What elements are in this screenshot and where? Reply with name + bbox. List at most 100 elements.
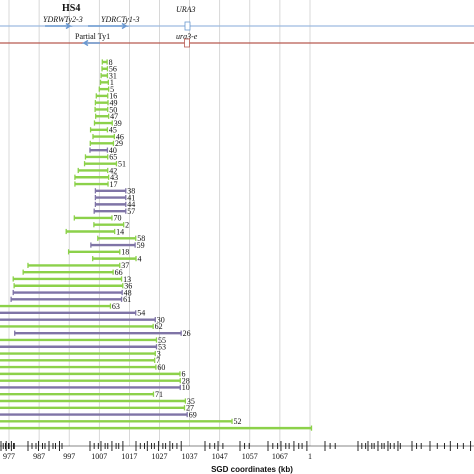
- bar-row: 39: [93, 119, 122, 128]
- bar-id-label: 4: [138, 254, 142, 263]
- bar-id-label: 52: [234, 417, 242, 426]
- bar-row: 27: [0, 404, 194, 413]
- header-tracks: HS4 URA3 YDRWTy2-3 YDRCTy1-3 Partial Ty1…: [0, 3, 474, 48]
- bar-row: 16: [95, 92, 117, 101]
- bar-id-label: 71: [155, 390, 163, 399]
- vertical-grid: [8, 0, 311, 446]
- bar-id-label: 50: [109, 105, 117, 114]
- bar-row: 51: [83, 160, 126, 169]
- ura3e-label: ura3-e: [176, 32, 198, 41]
- bar-id-label: 14: [116, 227, 124, 236]
- bar-row: [0, 425, 313, 431]
- bar-id-label: 10: [182, 383, 190, 392]
- bar-row: 28: [0, 376, 190, 385]
- bar-id-label: 35: [187, 397, 195, 406]
- x-tick-label: 1037: [182, 452, 198, 461]
- bar-id-label: 58: [137, 234, 145, 243]
- bar-id-label: 17: [110, 180, 118, 189]
- x-tick-label: 987: [33, 452, 45, 461]
- partial-ty1-label: Partial Ty1: [75, 32, 110, 41]
- bar-id-label: 38: [127, 187, 135, 196]
- bar-id-label: 66: [115, 268, 123, 277]
- bar-row: 7: [0, 356, 160, 365]
- bar-row: 54: [0, 309, 145, 318]
- x-tick-label: 997: [63, 452, 75, 461]
- bar-row: 10: [0, 383, 190, 392]
- bar-row: 2: [93, 221, 129, 230]
- bar-id-label: 61: [123, 295, 131, 304]
- ura3-box-icon: [184, 21, 191, 31]
- axis-tick-labels: 977 987 997 1007 1017 1027 1037 1047 1057 1067 1: [3, 452, 312, 461]
- bar-id-label: 3: [157, 349, 161, 358]
- bar-id-label: 8: [109, 58, 113, 67]
- bar-row: 44: [94, 200, 135, 209]
- x-tick-label: 1027: [152, 452, 168, 461]
- bar-id-label: 57: [127, 207, 135, 216]
- x-tick-label: 1067: [272, 452, 288, 461]
- ydrwty-arrow-icon: [45, 22, 73, 30]
- bar-id-label: 48: [124, 288, 132, 297]
- bar-row: 47: [95, 112, 118, 121]
- bar-row: 58: [97, 234, 145, 243]
- x-axis: 977 987 997 1007 1017 1027 1037 1047 1057 1067 1 S…: [0, 441, 474, 474]
- bar-id-label: 60: [157, 363, 165, 372]
- bar-row: 14: [65, 227, 124, 236]
- bar-row: 53: [0, 343, 166, 352]
- bar-id-label: 26: [183, 329, 191, 338]
- bar-id-label: 5: [110, 85, 114, 94]
- bar-row: 50: [94, 105, 117, 114]
- bar-id-label: 42: [109, 166, 117, 175]
- bar-row: 36: [13, 282, 132, 291]
- ydrwty-label: YDRWTy2-3: [43, 15, 83, 24]
- bar-id-label: 63: [112, 302, 120, 311]
- bar-id-label: 51: [118, 160, 126, 169]
- bar-row: 1: [99, 78, 114, 87]
- hs4-title: HS4: [62, 3, 80, 14]
- bar-id-label: 43: [110, 173, 118, 182]
- bar-row: 42: [77, 166, 117, 175]
- bar-row: 60: [0, 363, 165, 372]
- bar-id-label: 28: [182, 376, 190, 385]
- bar-id-label: 41: [127, 193, 135, 202]
- bar-row: 35: [0, 397, 195, 406]
- bar-id-label: 16: [109, 92, 117, 101]
- ura3-label: URA3: [176, 5, 196, 14]
- bar-row: 26: [14, 329, 191, 338]
- bar-row: 4: [92, 254, 142, 263]
- bar-id-label: 2: [125, 221, 129, 230]
- bar-id-label: 59: [137, 241, 145, 250]
- bar-row: 69: [0, 410, 197, 419]
- bar-id-label: 7: [156, 356, 160, 365]
- bar-id-label: 18: [121, 248, 129, 257]
- bar-row: 62: [0, 322, 163, 331]
- bar-row: 66: [22, 268, 123, 277]
- bar-id-label: 1: [110, 78, 114, 87]
- bar-id-label: 69: [189, 410, 197, 419]
- bar-row: 70: [73, 214, 121, 223]
- ura3e-box-icon: [184, 38, 190, 48]
- x-tick-label: 1: [308, 452, 312, 461]
- breakpoint-bars: 8563115164950473945462940655142431738414…: [0, 58, 313, 431]
- x-tick-label: 1007: [91, 452, 107, 461]
- bar-row: 49: [94, 98, 118, 107]
- bar-row: 17: [74, 180, 118, 189]
- bar-row: 56: [101, 65, 117, 74]
- bar-id-label: 39: [114, 119, 122, 128]
- bar-id-label: 6: [181, 370, 185, 379]
- ydrcty-arrow-icon: [88, 22, 129, 30]
- ydrcty-label: YDRCTy1-3: [101, 15, 140, 24]
- bar-row: 13: [12, 275, 131, 284]
- bar-row: 18: [67, 248, 129, 257]
- bar-id-label: 54: [137, 309, 145, 318]
- bar-row: 5: [98, 85, 114, 94]
- bar-id-label: 37: [121, 261, 129, 270]
- bar-row: 6: [0, 370, 185, 379]
- bar-row: 65: [84, 153, 117, 162]
- x-axis-label: SGD coordinates (kb): [211, 465, 293, 474]
- bar-row: 63: [0, 302, 120, 311]
- bar-id-label: 49: [110, 98, 118, 107]
- bar-id-label: 36: [124, 282, 132, 291]
- bar-row: 52: [0, 417, 242, 426]
- bar-row: 48: [12, 288, 132, 297]
